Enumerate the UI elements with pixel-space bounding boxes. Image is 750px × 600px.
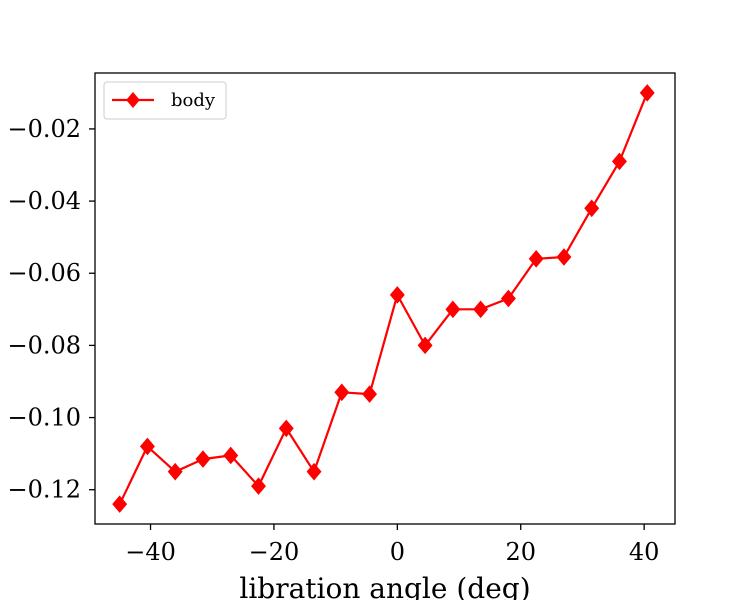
data-point bbox=[639, 84, 655, 102]
data-point bbox=[445, 300, 461, 319]
data-point bbox=[362, 385, 378, 403]
data-point bbox=[612, 152, 627, 171]
y-tick-label: −0.06 bbox=[7, 259, 81, 287]
y-tick-label: −0.10 bbox=[7, 404, 81, 432]
data-point bbox=[223, 446, 239, 465]
x-axis-label: libration angle (deg) bbox=[239, 572, 530, 600]
legend-diamond-marker bbox=[126, 92, 140, 108]
x-tick-label: 0 bbox=[390, 538, 405, 566]
x-tick-label: 40 bbox=[629, 538, 660, 566]
data-point bbox=[334, 383, 350, 402]
x-axis-ticks: −40 −20 0 20 40 bbox=[125, 524, 659, 566]
series-line-body bbox=[118, 92, 649, 505]
data-point bbox=[278, 419, 294, 438]
legend-box bbox=[103, 81, 227, 120]
y-tick-label: −0.04 bbox=[7, 187, 81, 215]
data-point bbox=[306, 462, 322, 481]
y-tick-label: −0.12 bbox=[7, 476, 81, 504]
x-tick-label: 20 bbox=[505, 538, 536, 566]
axes-frame bbox=[94, 72, 676, 525]
series-layer bbox=[112, 84, 655, 513]
data-point bbox=[389, 286, 405, 304]
data-point bbox=[473, 300, 489, 319]
x-tick-label: −40 bbox=[125, 538, 176, 566]
data-point bbox=[251, 477, 266, 495]
data-point bbox=[528, 250, 544, 268]
data-point bbox=[417, 336, 433, 355]
data-point bbox=[195, 450, 211, 468]
data-point bbox=[112, 495, 128, 513]
legend-label: body bbox=[171, 90, 216, 111]
y-tick-label: −0.02 bbox=[7, 115, 81, 143]
y-axis-ticks: −0.12 −0.10 −0.08 −0.06 −0.04 −0.02 bbox=[7, 115, 95, 504]
data-point bbox=[500, 289, 516, 308]
y-tick-label: −0.08 bbox=[7, 331, 81, 359]
data-point bbox=[556, 248, 572, 266]
data-point bbox=[167, 462, 183, 481]
data-point bbox=[584, 199, 600, 218]
x-tick-label: −20 bbox=[249, 538, 300, 566]
data-point bbox=[139, 437, 155, 456]
legend: body bbox=[103, 81, 227, 120]
